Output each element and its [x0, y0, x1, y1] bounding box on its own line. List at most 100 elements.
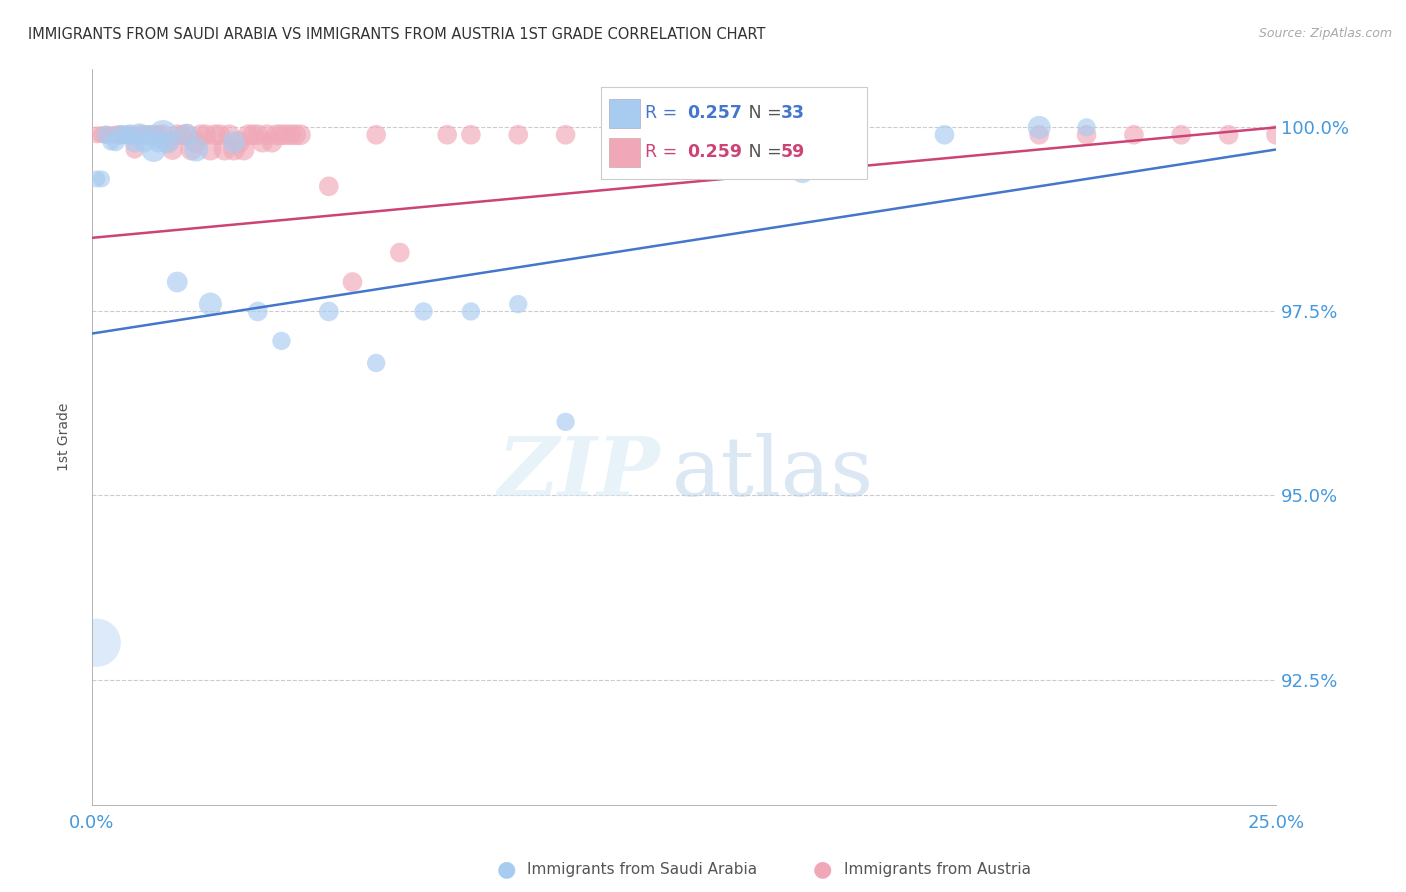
Text: IMMIGRANTS FROM SAUDI ARABIA VS IMMIGRANTS FROM AUSTRIA 1ST GRADE CORRELATION CH: IMMIGRANTS FROM SAUDI ARABIA VS IMMIGRAN… [28, 27, 766, 42]
Point [318, 304, 340, 318]
Point [554, 415, 576, 429]
Text: 0.257: 0.257 [688, 104, 742, 122]
Point [124, 135, 146, 149]
Point [128, 128, 150, 142]
Point [176, 128, 198, 142]
Point [256, 128, 278, 142]
Point [152, 128, 174, 142]
Point [86, 636, 108, 650]
Point [90, 172, 112, 186]
Point [554, 128, 576, 142]
Y-axis label: 1st Grade: 1st Grade [58, 402, 72, 471]
Point [208, 128, 231, 142]
Point [228, 135, 250, 149]
Text: 33: 33 [782, 104, 806, 122]
Text: 59: 59 [782, 144, 806, 161]
Point [412, 304, 434, 318]
Point [114, 128, 136, 142]
Point [270, 128, 292, 142]
Point [110, 128, 132, 142]
Text: Immigrants from Austria: Immigrants from Austria [844, 863, 1031, 877]
Point [280, 128, 302, 142]
Point [276, 128, 298, 142]
Text: R =: R = [645, 104, 683, 122]
Point [132, 135, 155, 149]
Point [222, 143, 245, 157]
Point [318, 179, 340, 194]
FancyBboxPatch shape [609, 99, 640, 128]
Point [86, 172, 108, 186]
Point [138, 128, 160, 142]
Point [290, 128, 312, 142]
FancyBboxPatch shape [609, 137, 640, 167]
Point [214, 143, 236, 157]
Point [142, 143, 165, 157]
Point [238, 128, 260, 142]
Point [156, 135, 179, 149]
Point [792, 164, 814, 178]
Point [186, 135, 208, 149]
Point [190, 128, 212, 142]
Text: Immigrants from Saudi Arabia: Immigrants from Saudi Arabia [527, 863, 758, 877]
Point [176, 128, 198, 142]
Point [200, 297, 222, 311]
Point [118, 128, 141, 142]
Point [156, 135, 179, 149]
Text: Source: ZipAtlas.com: Source: ZipAtlas.com [1258, 27, 1392, 40]
Point [180, 143, 202, 157]
Point [366, 356, 388, 370]
Point [124, 143, 146, 157]
Point [118, 128, 141, 142]
Point [436, 128, 458, 142]
Point [1122, 128, 1144, 142]
Point [242, 128, 264, 142]
Point [128, 128, 150, 142]
Point [508, 297, 530, 311]
Point [460, 128, 482, 142]
FancyBboxPatch shape [602, 87, 868, 179]
Point [934, 128, 956, 142]
Point [270, 334, 292, 348]
Point [142, 128, 165, 142]
Point [104, 128, 127, 142]
Point [1028, 128, 1050, 142]
Point [104, 135, 127, 149]
Point [342, 275, 364, 289]
Text: ●: ● [813, 860, 832, 880]
Text: ●: ● [496, 860, 516, 880]
Point [1265, 128, 1288, 142]
Point [204, 128, 226, 142]
Point [132, 128, 155, 142]
Point [152, 128, 174, 142]
Point [1028, 120, 1050, 135]
Point [114, 128, 136, 142]
Point [100, 135, 122, 149]
Point [1218, 128, 1240, 142]
Point [246, 128, 269, 142]
Point [222, 135, 245, 149]
Text: atlas: atlas [672, 434, 875, 514]
Point [252, 135, 274, 149]
Point [460, 304, 482, 318]
Point [284, 128, 307, 142]
Point [148, 135, 170, 149]
Point [232, 143, 254, 157]
Point [218, 128, 240, 142]
Point [366, 128, 388, 142]
Text: 0.259: 0.259 [688, 144, 742, 161]
Point [100, 128, 122, 142]
Text: N =: N = [744, 144, 787, 161]
Point [1170, 128, 1192, 142]
Point [246, 304, 269, 318]
Point [148, 128, 170, 142]
Point [200, 143, 222, 157]
Point [110, 128, 132, 142]
Point [138, 128, 160, 142]
Point [1076, 120, 1098, 135]
Point [194, 128, 217, 142]
Point [170, 128, 193, 142]
Point [86, 128, 108, 142]
Point [96, 128, 118, 142]
Point [388, 245, 411, 260]
Text: R =: R = [645, 144, 683, 161]
